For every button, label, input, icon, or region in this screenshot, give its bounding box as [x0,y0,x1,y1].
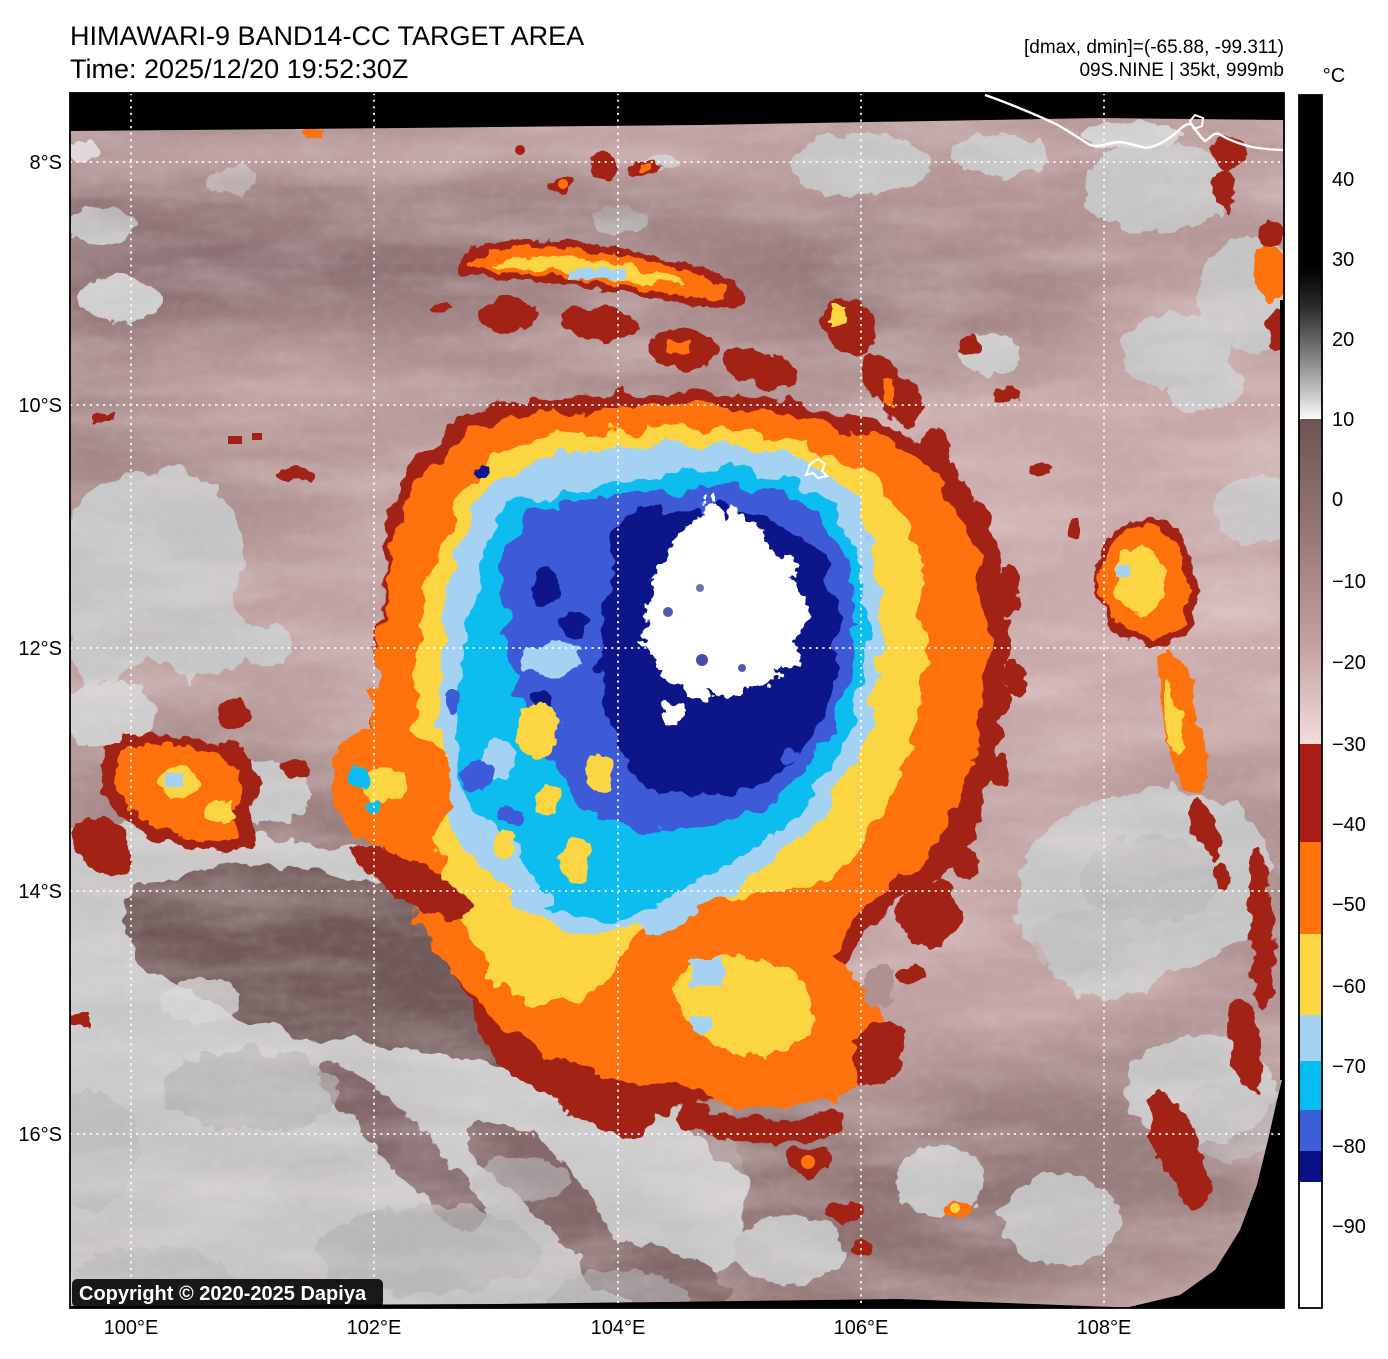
svg-text:104°E: 104°E [591,1317,646,1339]
svg-text:10: 10 [1332,409,1354,431]
svg-text:102°E: 102°E [347,1317,402,1339]
svg-text:20: 20 [1332,329,1354,351]
svg-text:40: 40 [1332,169,1354,191]
svg-text:0: 0 [1332,489,1343,511]
svg-text:100°E: 100°E [104,1317,159,1339]
svg-text:HIMAWARI-9 BAND14-CC TARGET AR: HIMAWARI-9 BAND14-CC TARGET AREA [70,21,584,51]
svg-text:106°E: 106°E [834,1317,889,1339]
svg-text:Copyright © 2020-2025 Dapiya: Copyright © 2020-2025 Dapiya [79,1283,367,1305]
svg-text:−60: −60 [1332,976,1366,998]
svg-text:−30: −30 [1332,734,1366,756]
svg-text:16°S: 16°S [18,1124,62,1146]
svg-text:−50: −50 [1332,894,1366,916]
svg-text:12°S: 12°S [18,638,62,660]
svg-text:−40: −40 [1332,814,1366,836]
svg-text:−10: −10 [1332,571,1366,593]
svg-text:108°E: 108°E [1077,1317,1132,1339]
svg-text:−90: −90 [1332,1216,1366,1238]
svg-text:−80: −80 [1332,1136,1366,1158]
svg-text:°C: °C [1323,65,1345,87]
svg-text:09S.NINE | 35kt, 999mb: 09S.NINE | 35kt, 999mb [1079,60,1284,81]
svg-text:14°S: 14°S [18,881,62,903]
svg-text:Time: 2025/12/20 19:52:30Z: Time: 2025/12/20 19:52:30Z [70,54,408,84]
svg-text:−20: −20 [1332,652,1366,674]
svg-text:[dmax, dmin]=(-65.88, -99.311): [dmax, dmin]=(-65.88, -99.311) [1024,37,1284,58]
svg-text:30: 30 [1332,249,1354,271]
svg-text:−70: −70 [1332,1056,1366,1078]
svg-text:10°S: 10°S [18,395,62,417]
svg-text:8°S: 8°S [30,152,62,174]
